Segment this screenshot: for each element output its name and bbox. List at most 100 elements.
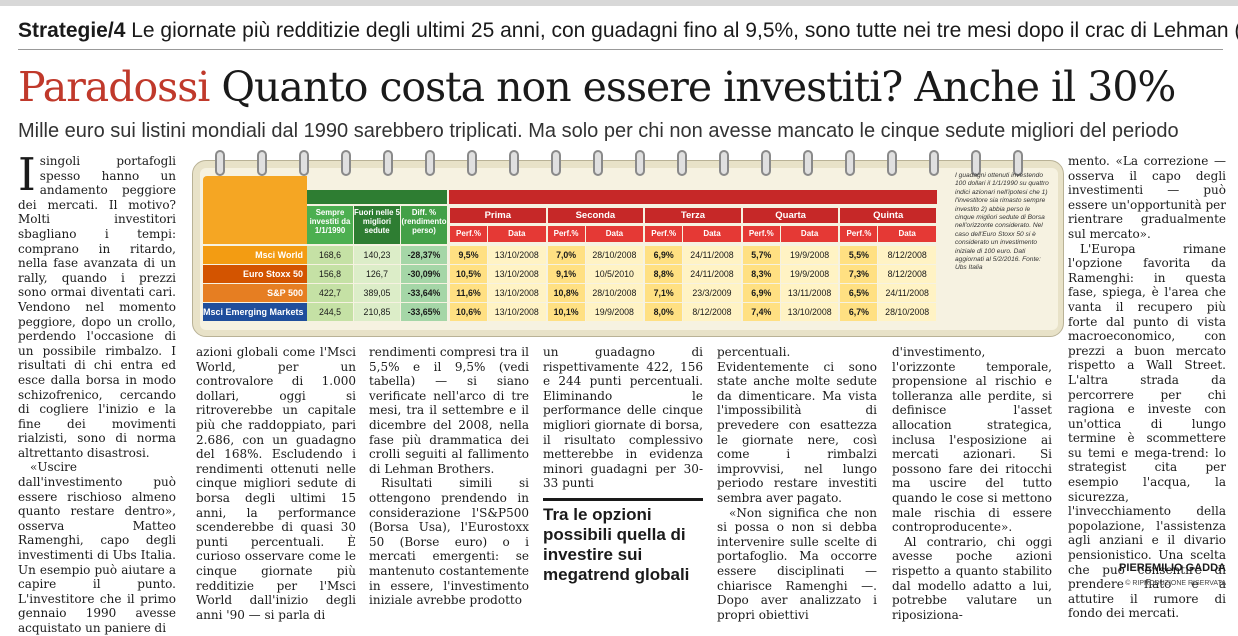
spiral-ring xyxy=(929,150,939,176)
headline-lead: Paradossi xyxy=(18,63,210,111)
kicker-label: Strategie/4 xyxy=(18,19,126,42)
day-perf: 10,1% xyxy=(547,303,585,321)
day-date: 8/12/2008 xyxy=(878,265,936,283)
day-perf: 10,8% xyxy=(547,284,585,302)
day-perf: 6,9% xyxy=(742,284,780,302)
article-column-1: I singoli portafogli spesso hanno un and… xyxy=(18,152,176,635)
spiral-ring xyxy=(509,150,519,176)
article-column-5: percentuali. Evidentemente ci sono state… xyxy=(717,345,877,622)
spiral-ring xyxy=(1013,150,1023,176)
copyright: © RIPRODUZIONE RISERVATA xyxy=(1125,580,1226,587)
day-perf: 11,6% xyxy=(450,284,487,302)
headline-text: Quanto costa non essere investiti? Anche… xyxy=(221,63,1176,111)
day-date: 24/11/2008 xyxy=(878,284,936,302)
spiral-ring xyxy=(383,150,393,176)
paragraph: Risultati simili si ottengono prendendo … xyxy=(369,476,529,608)
sub-header-date: Data xyxy=(780,226,839,242)
spiral-ring xyxy=(845,150,855,176)
day-header: Quarta xyxy=(742,208,839,223)
day-perf: 6,9% xyxy=(645,246,683,264)
day-perf: 7,3% xyxy=(840,265,878,283)
day-date: 8/12/2008 xyxy=(683,303,741,321)
paragraph: d'investimento, l'orizzonte temporale, p… xyxy=(892,345,1052,535)
group-header-daily xyxy=(449,190,937,204)
abs-value: -33,64% xyxy=(401,284,447,302)
day-header: Quinta xyxy=(840,208,936,223)
abs-value: 156,8 xyxy=(307,265,353,283)
day-header: Seconda xyxy=(547,208,644,223)
day-date: 13/11/2008 xyxy=(780,284,839,302)
day-perf: 5,5% xyxy=(840,246,878,264)
subhead: Mille euro sui listini mondiali dal 1990… xyxy=(18,120,1179,142)
day-perf: 8,0% xyxy=(645,303,683,321)
day-date: 24/11/2008 xyxy=(683,265,741,283)
article-column-7: mento. «La correzione — osserva il capo … xyxy=(1068,154,1226,620)
spiral-ring xyxy=(425,150,435,176)
table-note: I guadagni ottenuti investendo 100 dolla… xyxy=(955,172,1049,272)
spiral-ring xyxy=(677,150,687,176)
spiral-ring xyxy=(887,150,897,176)
kicker-text: Le giornate più redditizie degli ultimi … xyxy=(131,19,1238,42)
sub-header-perf: Perf.% xyxy=(645,226,683,242)
day-date: 19/9/2008 xyxy=(585,303,644,321)
spiral-ring xyxy=(551,150,561,176)
spiral-ring xyxy=(593,150,603,176)
paragraph: rendimenti compresi tra il 5,5% e il 9,5… xyxy=(369,345,529,476)
abs-value: -33,65% xyxy=(401,303,447,321)
day-perf: 7,1% xyxy=(645,284,683,302)
spiral-ring xyxy=(341,150,351,176)
abs-value: 389,05 xyxy=(354,284,400,302)
day-perf: 9,1% xyxy=(547,265,585,283)
article-column-6: d'investimento, l'orizzonte temporale, p… xyxy=(892,345,1052,622)
spiral-ring xyxy=(299,150,309,176)
paragraph: percentuali. Evidentemente ci sono state… xyxy=(717,345,877,505)
spiral-ring xyxy=(971,150,981,176)
day-date: 8/12/2008 xyxy=(878,246,936,264)
spiral-ring xyxy=(719,150,729,176)
abs-col-header: Sempre investiti da 1/1/1990 xyxy=(307,206,353,244)
day-date: 28/10/2008 xyxy=(585,284,644,302)
sub-header-perf: Perf.% xyxy=(547,226,585,242)
spiral-ring xyxy=(635,150,645,176)
sub-header-date: Data xyxy=(683,226,741,242)
day-perf: 6,7% xyxy=(840,303,878,321)
sub-header-perf: Perf.% xyxy=(840,226,878,242)
day-date: 28/10/2008 xyxy=(878,303,936,321)
spiral-ring xyxy=(467,150,477,176)
kicker-rule xyxy=(18,49,1223,50)
paragraph: azioni globali come l'Msci World, per un… xyxy=(196,345,356,622)
spiral-ring xyxy=(215,150,225,176)
abs-value: 168,6 xyxy=(307,246,353,264)
index-label xyxy=(203,230,303,244)
row-label: Msci World xyxy=(203,246,307,264)
abs-value: 244,5 xyxy=(307,303,353,321)
sub-header-perf: Perf.% xyxy=(742,226,780,242)
paragraph: un guadagno di rispettivamente 422, 156 … xyxy=(543,345,703,491)
spiral-ring xyxy=(761,150,771,176)
paragraph: «Non significa che non si possa o non si… xyxy=(717,505,877,622)
index-header-bg xyxy=(203,176,307,244)
day-date: 23/3/2009 xyxy=(683,284,741,302)
abs-value: 422,7 xyxy=(307,284,353,302)
day-perf: 10,5% xyxy=(450,265,487,283)
day-perf: 9,5% xyxy=(450,246,487,264)
top-bar xyxy=(0,0,1238,6)
day-date: 28/10/2008 xyxy=(585,246,644,264)
row-label: Msci Emerging Markets xyxy=(203,303,307,321)
abs-value: 140,23 xyxy=(354,246,400,264)
article-column-4: un guadagno di rispettivamente 422, 156 … xyxy=(543,345,703,490)
paragraph: Al contrario, chi oggi avesse poche azio… xyxy=(892,534,1052,622)
spiral-ring xyxy=(257,150,267,176)
sub-header-date: Data xyxy=(488,226,546,242)
day-date: 13/10/2008 xyxy=(488,303,546,321)
sub-header-perf: Perf.% xyxy=(450,226,487,242)
day-date: 13/10/2008 xyxy=(780,303,839,321)
byline: PIEREMILIO GADDA xyxy=(1119,562,1226,574)
headline: Paradossi Quanto costa non essere invest… xyxy=(18,58,1228,116)
abs-value: -28,37% xyxy=(401,246,447,264)
abs-col-header: Diff. % (rendimento perso) xyxy=(401,206,447,244)
day-header: Terza xyxy=(645,208,741,223)
day-date: 19/9/2008 xyxy=(780,246,839,264)
day-date: 13/10/2008 xyxy=(488,265,546,283)
paragraph: L'Europa rimane l'opzione favorita da Ra… xyxy=(1068,241,1226,621)
